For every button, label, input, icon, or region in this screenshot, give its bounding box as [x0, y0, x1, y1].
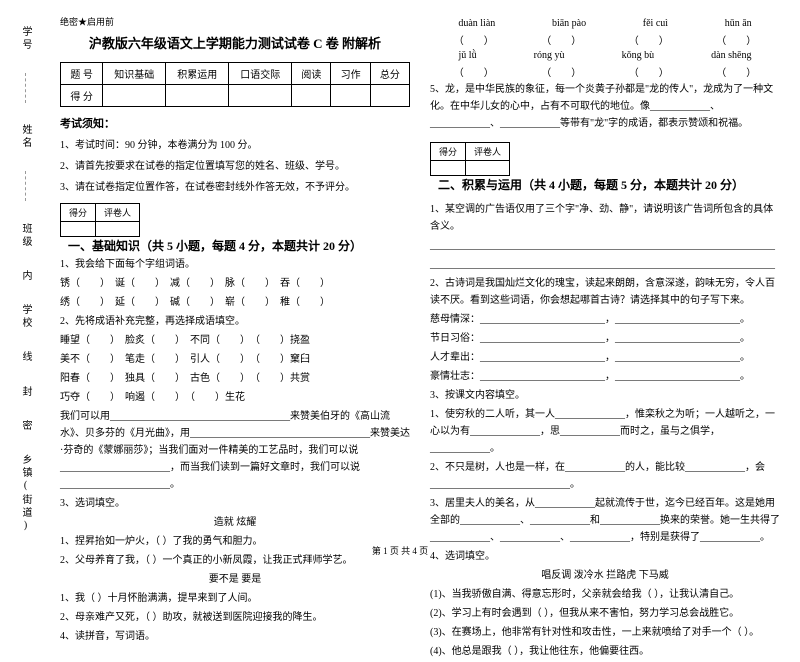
sidebar-cut-xian: 线: [18, 351, 33, 364]
th: 阅读: [292, 63, 331, 85]
q3-words: 造就 炫耀: [60, 514, 410, 531]
s2-q2-stem: 2、古诗词是我国灿烂文化的瑰宝，读起来朗朗，含意深遂，韵味无穷，令人百读不厌。看…: [430, 275, 780, 309]
sidebar-cut-feng: 封: [18, 386, 33, 399]
secret-label: 绝密★启用前: [60, 15, 410, 28]
q2-fill: 我们可以用___________________________________…: [60, 408, 410, 493]
sidebar-xuexiao: 学校: [18, 304, 33, 330]
section1-title: 一、基础知识（共 5 小题，每题 4 分，本题共计 20 分）: [68, 237, 362, 254]
exam-rules: 1、考试时间：90 分钟，本卷满分为 100 分。 2、请首先按要求在试卷的指定…: [60, 137, 410, 197]
q2-row: 睡望（ ） 脸炙（ ） 不同（ ） （ ）挠盈: [60, 332, 410, 349]
sidebar-cut-mi: 密: [18, 420, 33, 433]
s2-q4-item: (4)、他总是跟我（ ），我让他往东，他偏要往西。: [430, 643, 780, 660]
th: 知识基础: [103, 63, 166, 85]
q1-row: 锈（ ） 诞（ ） 减（ ） 脉（ ） 吞（ ）: [60, 275, 410, 292]
pinyin-row-2: jǔ lǜ róng yù kǒng bù dàn shēng: [430, 50, 780, 61]
scorer-box: 得分评卷人: [60, 203, 140, 237]
th: 积累运用: [166, 63, 229, 85]
th: 总分: [370, 63, 409, 85]
section2-content: 1、某空调的广告语仅用了三个字"净、劲、静"，请说明该广告词所包含的具体含义。 …: [430, 201, 780, 660]
q3-item: 2、母亲难产又死，（ ）助攻，就被送到医院迎接我的降生。: [60, 609, 410, 626]
sidebar-xiangzhen: 乡镇(街道): [18, 454, 33, 534]
th: 口语交际: [229, 63, 292, 85]
s2-q3-item: 1、使穷秋的二人听，其一人______________，惟栾秋之为听；一人越听之…: [430, 406, 780, 457]
s2-q4-item: (1)、当我骄傲自满、得意忘形时，父亲就会给我（ ），让我认清自己。: [430, 586, 780, 603]
q5-stem: 5、龙，是中华民族的象征，每一个炎黄子孙都是"龙的传人"，龙成为了一种文化。在中…: [430, 81, 780, 132]
sidebar-banji: 班级: [18, 223, 33, 249]
th: 习作: [331, 63, 370, 85]
th: 题 号: [61, 63, 103, 85]
q3-item: 1、我（ ）十月怀胎满满，提早来到了人间。: [60, 590, 410, 607]
td: [103, 85, 166, 107]
table-row: 得 分: [61, 85, 410, 107]
sidebar-cut-nei: 内: [18, 270, 33, 283]
sidebar-xuehao: 学号: [18, 26, 33, 52]
q1-stem: 1、我会给下面每个字组词语。: [60, 256, 410, 273]
rule-item: 2、请首先按要求在试卷的指定位置填写您的姓名、班级、学号。: [60, 158, 410, 176]
sidebar-dash: [25, 73, 26, 103]
s2-q1: 1、某空调的广告语仅用了三个字"净、劲、静"，请说明该广告词所包含的具体含义。: [430, 201, 780, 235]
sidebar-xingming: 姓名: [18, 124, 33, 150]
section2-title: 二、积累与运用（共 4 小题，每题 5 分，本题共计 20 分）: [438, 176, 744, 193]
scorer-person: 评卷人: [96, 204, 140, 222]
score-table: 题 号 知识基础 积累运用 口语交际 阅读 习作 总分 得 分: [60, 62, 410, 107]
page-footer: 第 1 页 共 4 页: [0, 544, 800, 557]
q3-stem: 3、选词填空。: [60, 495, 410, 512]
sidebar-dash: [25, 171, 26, 201]
s2-q2-item: 节日习俗：_________________________，_________…: [430, 330, 780, 347]
s2-q3-stem: 3、按课文内容填空。: [430, 387, 780, 404]
binding-sidebar: 学号 姓名 班级 内 学校 线 封 密 乡镇(街道): [8, 15, 43, 545]
s2-q4-item: (3)、在赛场上，他非常有针对性和攻击性，一上来就喷给了对手一个（ ）。: [430, 624, 780, 641]
s2-q2-item: 豪情壮志：_________________________，_________…: [430, 368, 780, 385]
s2-q2-item: 慈母情深：_________________________，_________…: [430, 311, 780, 328]
exam-title: 沪教版六年级语文上学期能力测试试卷 C 卷 附解析: [60, 33, 410, 52]
s2-q4-words: 唱反调 泼冷水 拦路虎 下马威: [430, 567, 780, 584]
td: 得 分: [61, 85, 103, 107]
scorer-score: 得分: [61, 204, 96, 222]
pinyin-row-1: duàn liàn biān pào fěi cuì hūn ān: [430, 18, 780, 29]
table-row: 题 号 知识基础 积累运用 口语交际 阅读 习作 总分: [61, 63, 410, 85]
rule-item: 1、考试时间：90 分钟，本卷满分为 100 分。: [60, 137, 410, 155]
notice-title: 考试须知：: [60, 115, 410, 131]
q3-words2: 要不是 要是: [60, 571, 410, 588]
s2-q2-item: 人才辈出：_________________________，_________…: [430, 349, 780, 366]
q5-content: 5、龙，是中华民族的象征，每一个炎黄子孙都是"龙的传人"，龙成为了一种文化。在中…: [430, 81, 780, 132]
q2-row: 巧夺（ ） 响遏（ ） （ ）生花: [60, 389, 410, 406]
q2-stem: 2、先将成语补充完整，再选择成语填空。: [60, 313, 410, 330]
paren-row: （ ）（ ）（ ）（ ）: [430, 64, 780, 79]
rule-item: 3、请在试卷指定位置作答，在试卷密封线外作答无效，不予评分。: [60, 179, 410, 197]
s2-q3-item: 2、不只是树，人也是一样，在____________的人，能比较________…: [430, 459, 780, 493]
section1-content: 1、我会给下面每个字组词语。 锈（ ） 诞（ ） 减（ ） 脉（ ） 吞（ ） …: [60, 256, 410, 645]
q1-row: 绣（ ） 延（ ） 碱（ ） 崭（ ） 稚（ ）: [60, 294, 410, 311]
s2-q4-item: (2)、学习上有时会遇到（ ），但我从来不害怕，努力学习总会战胜它。: [430, 605, 780, 622]
q2-row: 阳春（ ） 独具（ ） 古色（ ） （ ）共赏: [60, 370, 410, 387]
q4-stem: 4、读拼音，写词语。: [60, 628, 410, 645]
paren-row: （ ）（ ）（ ）（ ）: [430, 32, 780, 47]
scorer-box-2: 得分评卷人: [430, 142, 510, 176]
q2-row: 美不（ ） 笔走（ ） 引人（ ） （ ）窠臼: [60, 351, 410, 368]
s2-q3-item: 3、居里夫人的美名，从____________起就流传于世，迄今已经百年。这是她…: [430, 495, 780, 546]
